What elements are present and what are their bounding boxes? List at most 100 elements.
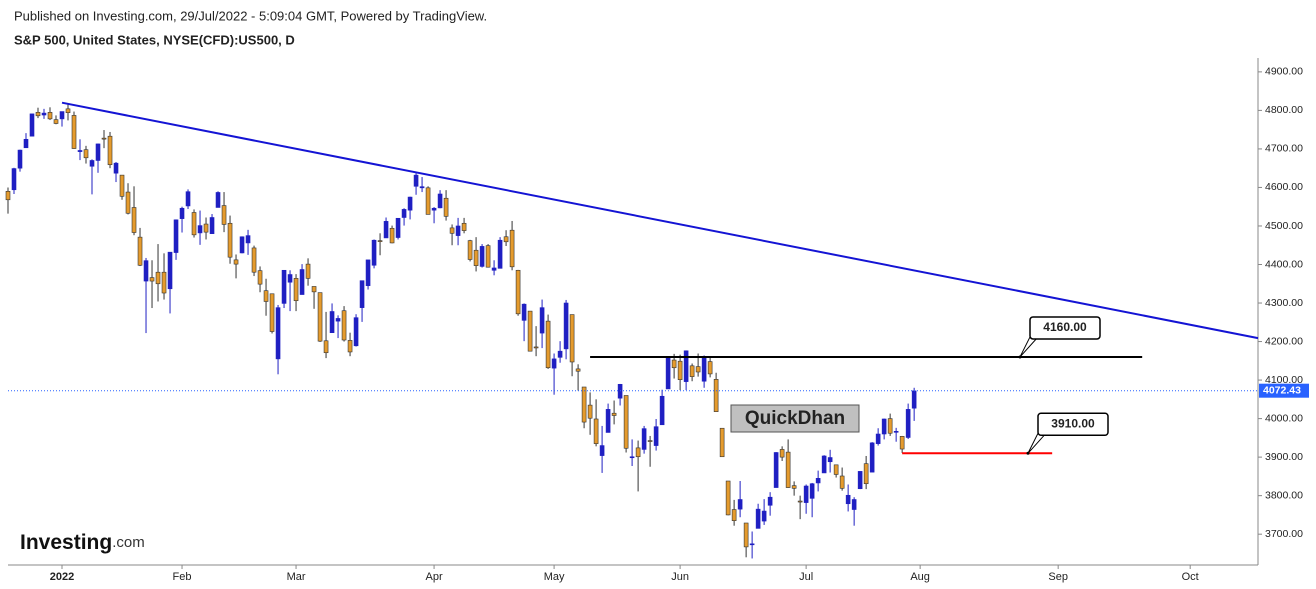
candle-body-up [761,510,767,522]
candle-body-up [617,384,623,399]
candle-body-up [143,260,149,282]
candle-body-down [53,119,59,124]
candle-body-up [557,350,563,358]
candle-body-down [101,137,107,140]
candle-body-down [545,320,551,369]
candle-body-up [353,317,359,347]
y-tick-label: 3800.00 [1265,489,1303,501]
candle-body-down [791,485,797,489]
candle-body-up [599,445,605,456]
candle-body-down [779,449,785,458]
candle-body-down [227,222,233,258]
candle-body-up [365,259,371,286]
candle-body-up [167,251,173,290]
candle-body-down [569,314,575,363]
candle-body-up [809,483,815,499]
candle-body-up [77,150,83,152]
candle-body-down [311,286,317,293]
candle-body-up [173,219,179,253]
candle-body-up [749,543,755,546]
candle-body-down [677,360,683,380]
candle-body-up [59,111,65,120]
candle-body-down [191,212,197,236]
candle-body-up [521,303,527,321]
candle-body-up [29,113,35,137]
candle-body-down [323,340,329,354]
candle-body-up [23,138,29,149]
candle-body-up [401,209,407,218]
candle-body-up [359,280,365,308]
y-tick-label: 3900.00 [1265,451,1303,463]
candle-body-up [683,350,689,382]
candle-body-up [851,499,857,510]
candle-body-up [881,418,887,435]
candle-body-up [437,193,443,209]
callout-dot [1018,355,1022,359]
candle-body-down [581,386,587,423]
candle-body-down [5,190,11,201]
candle-body-down [47,112,53,120]
watermark: QuickDhan [745,408,845,429]
candle-body-up [491,267,497,271]
candle-body-down [389,227,395,244]
candle-body-down [515,269,521,315]
candle-body-up [479,246,485,267]
candle-body-down [449,227,455,234]
last-price-label: 4072.43 [1263,384,1301,396]
candle-body-up [893,431,899,433]
candle-body-down [131,207,137,233]
candle-body-up [875,433,881,444]
x-tick-label: May [544,571,565,583]
candle-body-down [695,366,701,373]
x-tick-label: Jul [799,571,813,583]
candle-body-up [803,485,809,503]
candle-body-down [671,359,677,369]
candle-body-up [605,409,611,433]
callout-dot [1026,451,1030,455]
candle-body-down [293,278,299,302]
candle-body-up [455,225,461,236]
candle-body-up [179,207,185,219]
candle-body-up [11,168,17,191]
candle-body-down [509,229,515,268]
candle-body-up [95,143,101,161]
x-tick-label: Aug [910,571,930,583]
y-tick-label: 4900.00 [1265,66,1303,78]
candle-body-up [737,499,743,510]
publisher-note: Published on Investing.com, 29/Jul/2022 … [14,8,487,23]
candle-body-up [497,239,503,269]
y-tick-label: 4000.00 [1265,412,1303,424]
x-tick-label: 2022 [50,571,74,583]
watermark-box [730,404,860,433]
candle-body-up [41,112,47,116]
candle-body-up [431,207,437,211]
candle-body-up [239,236,245,254]
candle-body-up [911,390,917,409]
candle-body-down [485,245,491,268]
x-tick-label: Apr [426,571,443,583]
callout-label: 4160.00 [1043,320,1087,334]
candle-body-down [587,404,593,419]
candle-body-down [887,418,893,434]
candle-body-down [863,463,869,485]
candle-body-down [713,379,719,412]
candle-body-down [65,108,71,114]
candle-body-down [797,500,803,503]
x-tick-label: Mar [287,571,306,583]
y-tick-label: 4100.00 [1265,374,1303,386]
candle-body-down [137,236,143,266]
y-tick-label: 4200.00 [1265,335,1303,347]
candle-body-down [149,277,155,282]
candle-body-down [443,197,449,217]
candle-body-down [305,263,311,279]
candle-body-up [287,274,293,283]
candle-body-down [161,271,167,294]
y-tick-label: 4800.00 [1265,104,1303,116]
candle-body-up [827,457,833,463]
candle-body-down [593,418,599,444]
candle-body-down [725,480,731,516]
y-tick-label: 4500.00 [1265,220,1303,232]
candle-body-down [119,174,125,197]
trendline [61,101,1259,340]
